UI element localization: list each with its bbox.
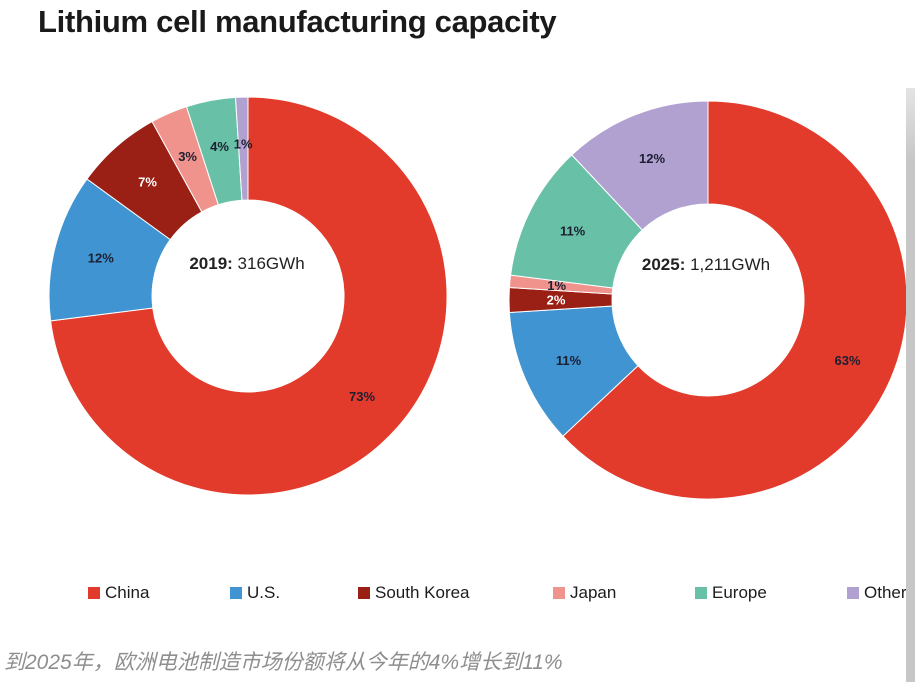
- legend-item-u-s: U.S.: [230, 582, 280, 604]
- donut-2025-total: 1,211GWh: [685, 255, 771, 274]
- slice-value-label-2019: 4%: [210, 139, 229, 154]
- legend-label-japan: Japan: [570, 583, 617, 602]
- slice-value-label-2019: 1%: [234, 137, 253, 152]
- legend-item-other: Other: [847, 582, 907, 604]
- slice-value-label-2025: 11%: [560, 224, 586, 239]
- legend-item-japan: Japan: [553, 582, 616, 604]
- scrollbar-track[interactable]: [906, 88, 915, 682]
- legend-swatch-europe: [695, 587, 707, 599]
- article-caption: 到2025年，欧洲电池制造市场份额将从今年的4%增长到11%: [4, 651, 563, 674]
- donut-2025-year: 2025:: [641, 255, 686, 274]
- legend-swatch-south-korea: [358, 587, 370, 599]
- donut-2019-year: 2019:: [189, 254, 233, 273]
- legend-item-europe: Europe: [695, 582, 767, 604]
- legend-item-china: China: [88, 582, 149, 604]
- slice-value-label-2025: 2%: [547, 293, 566, 308]
- slice-value-label-2019: 3%: [178, 149, 197, 164]
- legend-label-south-korea: South Korea: [375, 583, 470, 602]
- donut-2019-total: 316GWh: [232, 254, 305, 273]
- legend-swatch-u-s: [230, 587, 242, 599]
- chart-legend: China U.S. South Korea Japan Europe Other: [0, 582, 915, 606]
- slice-2019-china: [50, 96, 448, 496]
- slice-value-label-2019: 12%: [88, 251, 114, 266]
- legend-label-u-s: U.S.: [247, 583, 281, 602]
- slice-2019-other: [234, 96, 249, 201]
- slice-2025-other: [571, 100, 709, 231]
- legend-swatch-other: [847, 587, 859, 599]
- donut-charts-canvas: 73%12%7%3%4% 1%63%11%2%1%11%12%: [48, 96, 908, 500]
- slice-value-label-2025: 12%: [639, 151, 665, 166]
- slice-value-label-2019: 7%: [138, 175, 157, 190]
- legend-label-other: Other: [864, 583, 907, 602]
- chart-title: Lithium cell manufacturing capacity: [38, 4, 557, 39]
- donut-2025-center-label: 2025: 1,211GWh: [642, 255, 770, 275]
- slice-value-label-2025: 11%: [556, 353, 582, 368]
- slice-value-label-2019: 73%: [349, 389, 375, 404]
- legend-label-europe: Europe: [712, 583, 767, 602]
- legend-swatch-japan: [553, 587, 565, 599]
- donut-2019-center-label: 2019: 316GWh: [189, 254, 304, 274]
- legend-swatch-china: [88, 587, 100, 599]
- slice-value-label-2025: 63%: [834, 353, 860, 368]
- slice-2025-china: [562, 100, 908, 500]
- legend-label-china: China: [105, 583, 150, 602]
- legend-item-south-korea: South Korea: [358, 582, 470, 604]
